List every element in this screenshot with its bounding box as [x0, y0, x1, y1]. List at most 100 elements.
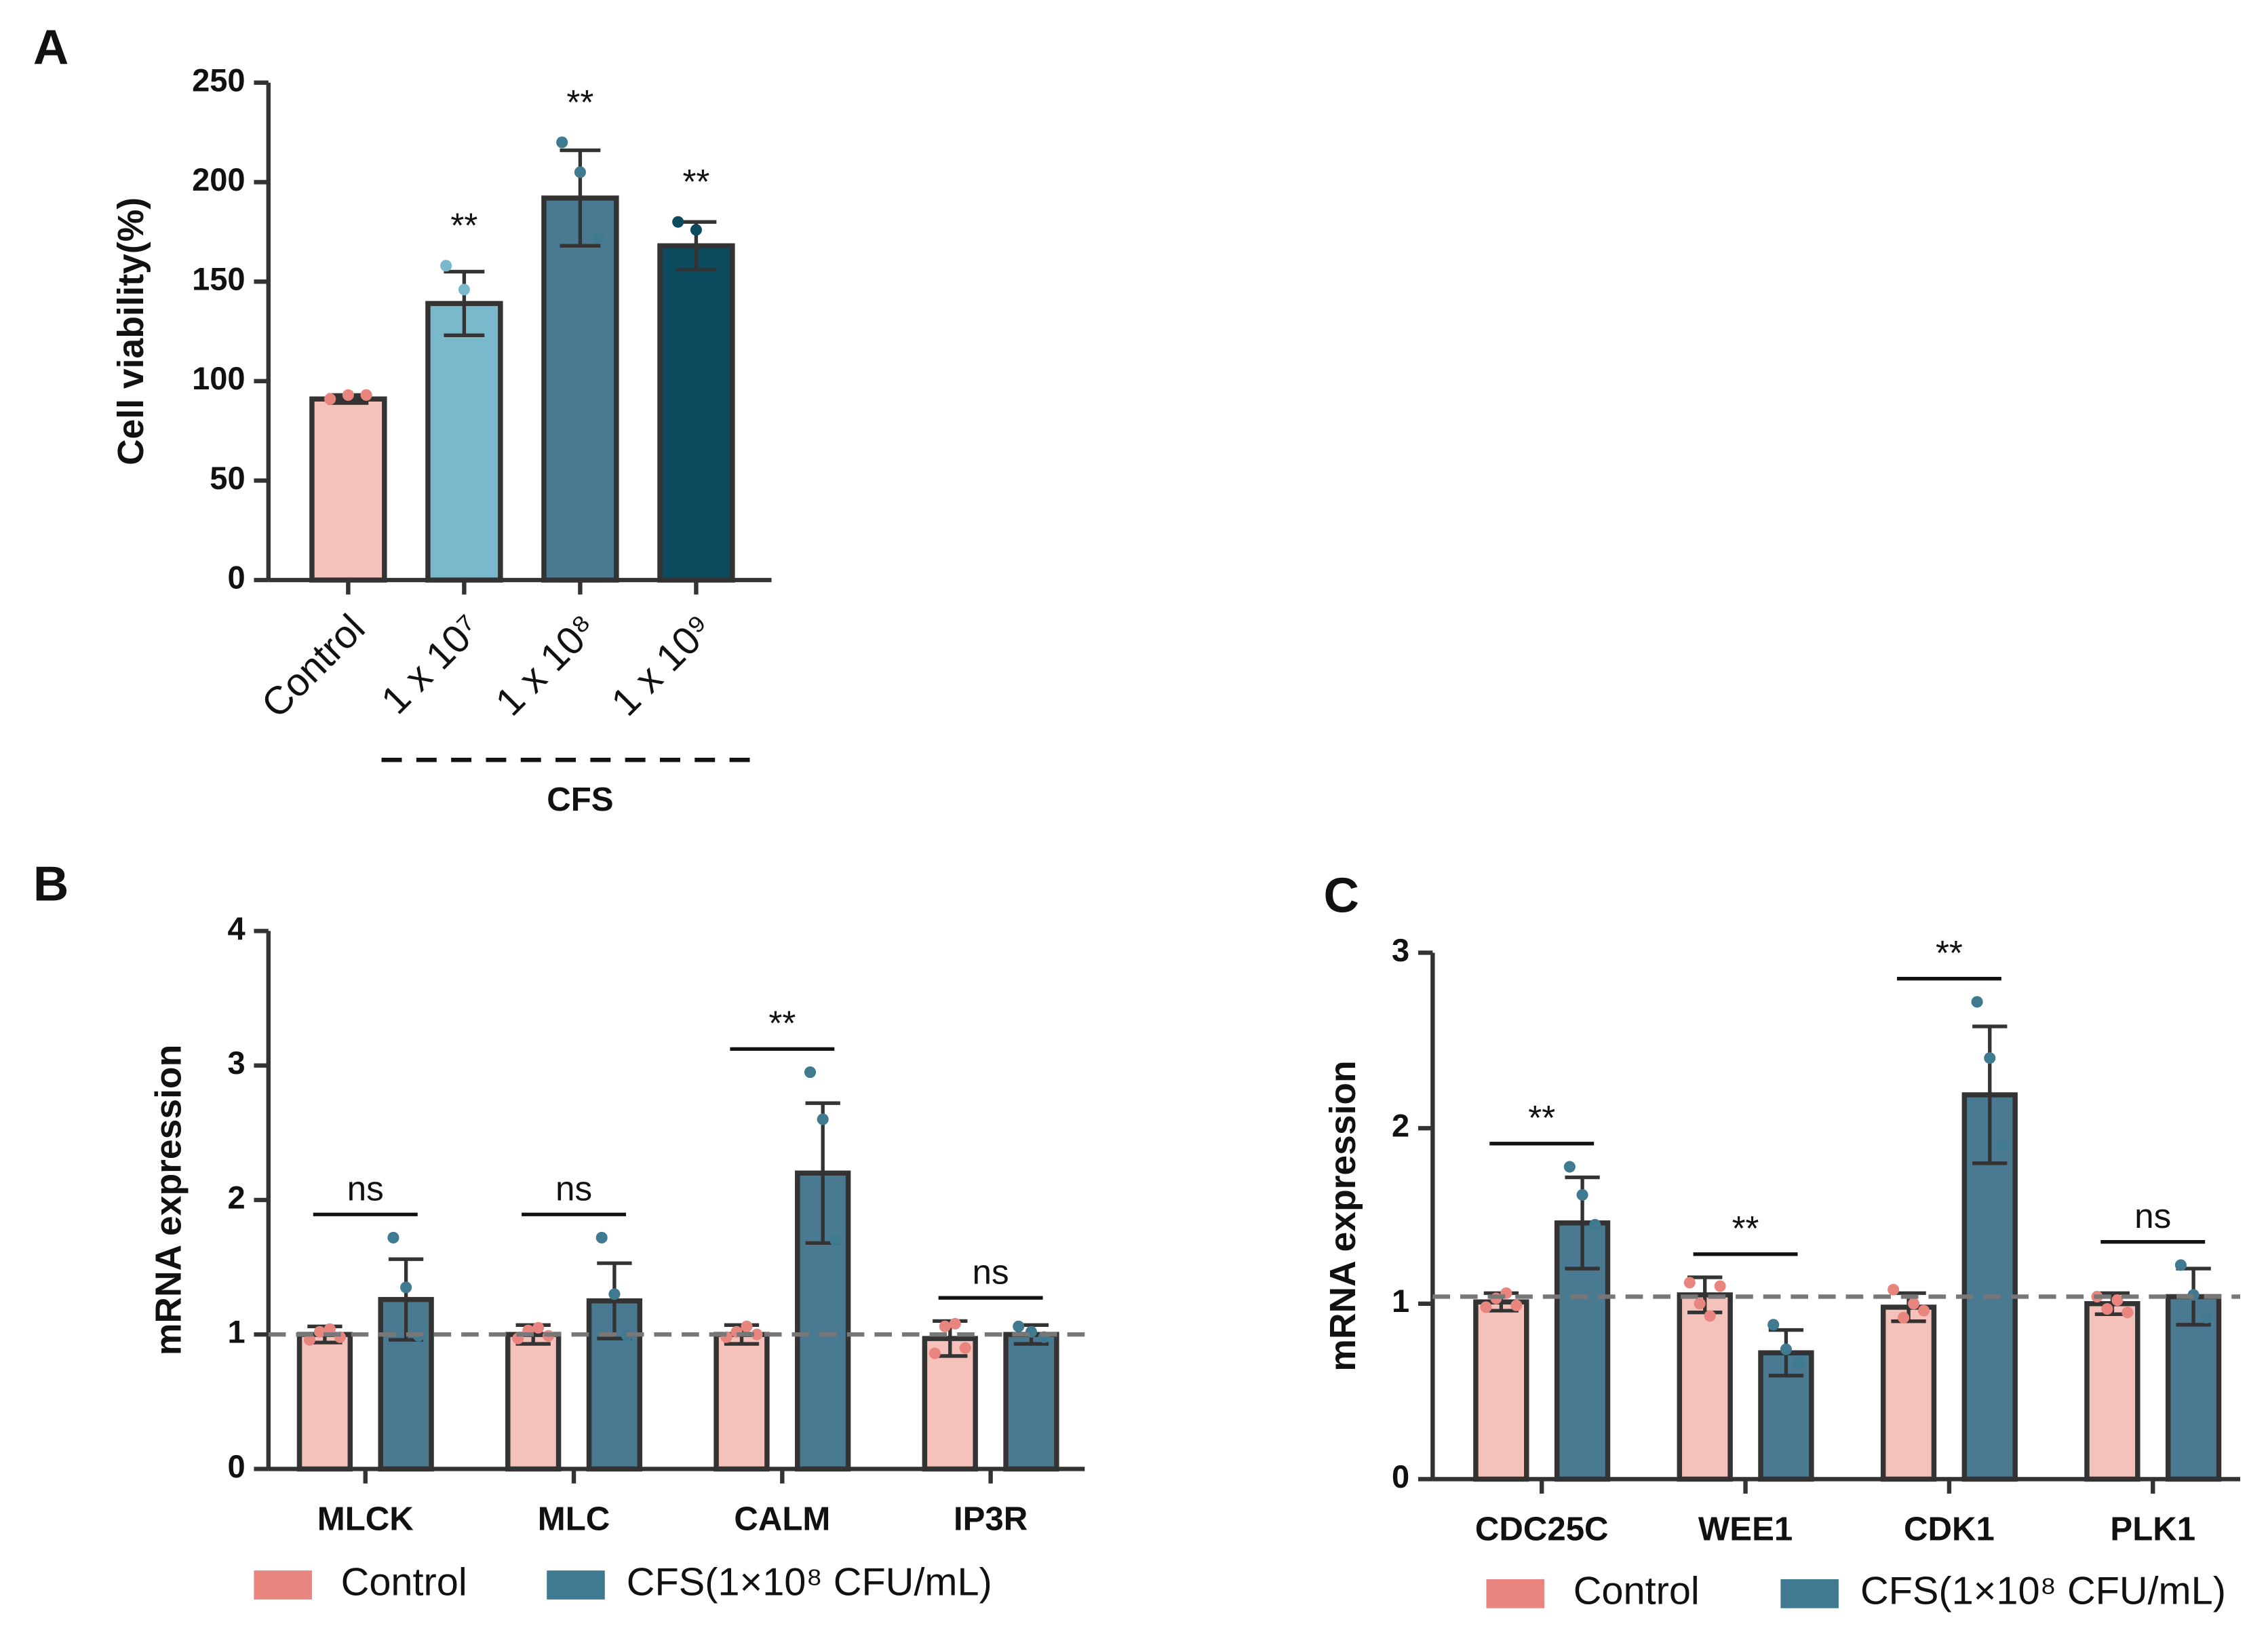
data-point — [2101, 1302, 2113, 1315]
legend-swatch — [1780, 1579, 1839, 1608]
data-point — [574, 166, 586, 178]
annotation: ns — [347, 1170, 384, 1208]
x-tick-label: WEE1 — [1698, 1510, 1793, 1547]
data-point — [595, 1231, 608, 1244]
data-point — [1793, 1357, 1805, 1370]
data-point — [1510, 1299, 1523, 1311]
data-point — [1780, 1343, 1792, 1355]
data-point — [1704, 1310, 1716, 1322]
y-tick-label: 3 — [1392, 932, 1409, 968]
legend-swatch — [547, 1570, 605, 1600]
y-tick-label: 2 — [1392, 1108, 1409, 1144]
legend-label: CFS(1×10⁸ CFU/mL) — [1860, 1570, 2226, 1613]
y-tick-label: 1 — [1392, 1283, 1409, 1319]
data-point — [313, 1326, 326, 1338]
data-point — [1480, 1301, 1492, 1313]
data-point — [2122, 1307, 2134, 1319]
y-tick-label: 200 — [192, 161, 245, 197]
data-point — [608, 1288, 621, 1300]
data-point — [342, 389, 354, 401]
bar — [425, 301, 503, 583]
error-bar — [444, 269, 485, 337]
annotation: ** — [450, 206, 477, 245]
legend-label: Control — [1573, 1570, 1700, 1613]
data-point — [1013, 1320, 1025, 1332]
data-point — [324, 1323, 336, 1335]
annotation: ** — [1936, 933, 1963, 972]
data-point — [1683, 1277, 1696, 1289]
data-point — [939, 1320, 951, 1332]
data-point — [949, 1317, 961, 1330]
data-point — [1767, 1319, 1780, 1331]
y-tick-label: 250 — [192, 62, 245, 98]
data-point — [1971, 996, 1983, 1008]
data-point — [458, 284, 470, 296]
data-point — [1984, 1052, 1996, 1064]
data-point — [2111, 1294, 2124, 1307]
bar — [1473, 1299, 1529, 1482]
data-point — [1714, 1280, 1726, 1292]
data-point — [2174, 1259, 2187, 1271]
y-tick-label: 4 — [227, 910, 245, 946]
data-point — [928, 1347, 941, 1359]
legend-label: Control — [341, 1561, 467, 1604]
data-point — [959, 1342, 971, 1354]
data-point — [387, 1231, 399, 1244]
bar — [309, 396, 387, 583]
x-tick-label: 1 x 10⁸ — [488, 606, 606, 724]
data-point — [672, 216, 684, 228]
annotation: ** — [682, 162, 709, 201]
error-bar — [1972, 1024, 2008, 1165]
panel-label: B — [33, 856, 69, 911]
data-point — [1888, 1283, 1900, 1296]
bar — [657, 243, 735, 583]
data-point — [592, 232, 604, 244]
data-point — [1589, 1218, 1601, 1231]
data-point — [324, 393, 336, 405]
x-tick-label: MLCK — [317, 1500, 414, 1537]
data-point — [804, 1066, 817, 1079]
x-tick-label: 1 x 10⁷ — [373, 606, 489, 722]
x-tick-label: CDC25C — [1475, 1510, 1609, 1547]
data-point — [1907, 1298, 1920, 1310]
bar — [1003, 1332, 1059, 1472]
data-point — [2200, 1311, 2212, 1324]
x-tick-label: MLC — [538, 1500, 610, 1537]
y-tick-label: 50 — [210, 460, 245, 496]
bar — [1677, 1292, 1733, 1482]
error-bar — [1687, 1275, 1723, 1315]
data-point — [829, 1234, 842, 1246]
x-tick-label: PLK1 — [2110, 1510, 2195, 1547]
y-tick-label: 0 — [1392, 1458, 1409, 1494]
data-point — [751, 1328, 763, 1340]
y-axis-title: Cell viability(%) — [111, 197, 151, 465]
group-label: CFS — [547, 781, 613, 818]
data-point — [1996, 1140, 2009, 1152]
y-tick-label: 2 — [227, 1179, 245, 1215]
data-point — [708, 252, 720, 264]
bar — [541, 195, 619, 583]
data-point — [1917, 1304, 1930, 1317]
annotation: ** — [566, 83, 593, 121]
bar — [2084, 1301, 2140, 1482]
y-axis-title: mRNA expression — [149, 1045, 189, 1355]
y-tick-label: 0 — [227, 1448, 245, 1484]
y-tick-label: 3 — [227, 1045, 245, 1081]
annotation: ** — [1732, 1209, 1759, 1248]
legend-swatch — [1486, 1579, 1544, 1608]
x-tick-label: IP3R — [954, 1500, 1028, 1537]
y-tick-label: 150 — [192, 261, 245, 297]
data-point — [1898, 1311, 1910, 1324]
annotation: ** — [768, 1004, 796, 1043]
x-tick-label: Control — [254, 606, 374, 727]
x-tick-label: CDK1 — [1904, 1510, 1995, 1547]
data-point — [440, 260, 452, 272]
data-point — [532, 1321, 545, 1334]
data-point — [741, 1320, 753, 1332]
annotation: ns — [555, 1170, 592, 1208]
data-point — [556, 136, 568, 149]
annotation: ns — [2134, 1197, 2171, 1235]
bar — [713, 1332, 770, 1472]
data-point — [1694, 1298, 1706, 1310]
annotation: ns — [973, 1253, 1009, 1292]
